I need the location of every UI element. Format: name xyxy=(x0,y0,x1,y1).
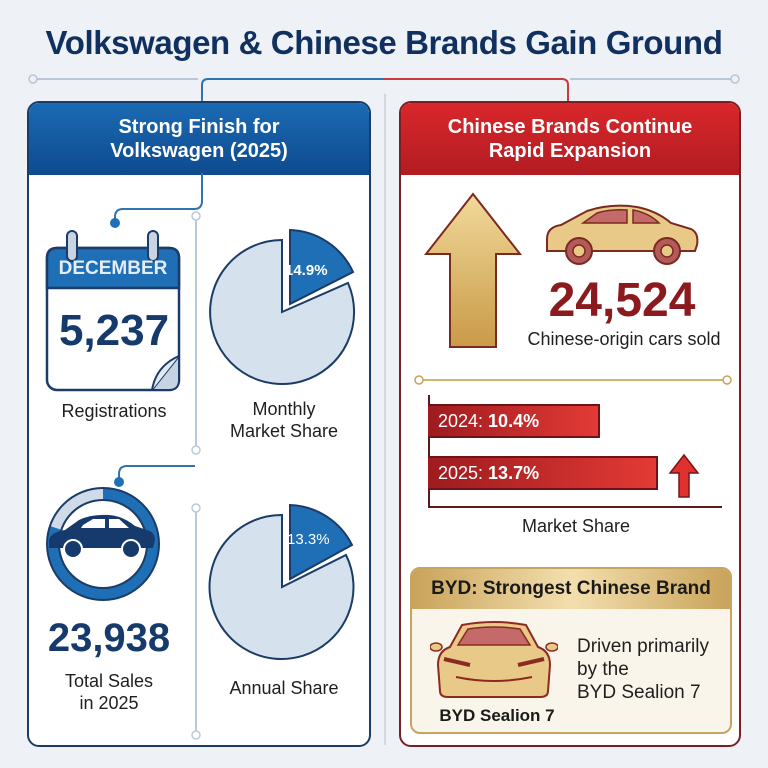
label-line: Total Sales xyxy=(64,671,154,691)
bar-2024: 2024: 10.4% xyxy=(428,404,600,438)
car-icon xyxy=(546,204,699,265)
monthly-share-label: Monthly Market Share xyxy=(199,399,369,442)
x-axis xyxy=(428,506,722,508)
chinese-cars-sold-value: 24,524 xyxy=(548,274,696,327)
calendar-icon xyxy=(45,230,181,392)
monthly-share-value: 14.9% xyxy=(285,262,328,279)
label-line: in 2025 xyxy=(79,692,139,713)
monthly-share-pie-icon xyxy=(209,228,356,385)
byd-car-front-icon xyxy=(430,621,558,698)
calendar-month: DECEMBER xyxy=(58,258,168,279)
bar-value: 13.7% xyxy=(488,462,540,483)
header-line-1: Strong Finish for xyxy=(118,116,280,138)
header-line-1: Chinese Brands Continue xyxy=(447,116,693,138)
bar-2025: 2025: 13.7% xyxy=(428,456,658,490)
annual-share-value: 13.3% xyxy=(287,531,330,548)
annual-share-pie-icon xyxy=(208,503,355,660)
total-sales-value: 23,938 xyxy=(47,616,171,660)
chinese-brands-panel: Chinese Brands Continue Rapid Expansion … xyxy=(399,101,741,747)
gold-divider xyxy=(414,375,732,385)
header-line-2: Volkswagen (2025) xyxy=(110,140,288,162)
market-share-bar-chart: 2024: 10.4% 2025: 13.7% xyxy=(428,395,724,515)
desc-line: by the xyxy=(577,658,629,680)
center-divider xyxy=(384,95,386,745)
bar-year: 2024: xyxy=(438,410,484,431)
volkswagen-panel-header: Strong Finish for Volkswagen (2025) xyxy=(29,103,369,175)
label-line: Monthly xyxy=(252,399,316,419)
header-line-2: Rapid Expansion xyxy=(488,140,652,162)
inner-connectors xyxy=(110,173,203,740)
chinese-brands-panel-header: Chinese Brands Continue Rapid Expansion xyxy=(401,103,739,175)
market-share-label: Market Share xyxy=(521,516,631,536)
registrations-value: 5,237 xyxy=(58,306,170,355)
registrations-label: Registrations xyxy=(61,401,167,421)
bar-year: 2025: xyxy=(438,462,484,483)
volkswagen-panel: Strong Finish for Volkswagen (2025) DECE… xyxy=(27,101,371,747)
up-arrow-icon xyxy=(423,192,523,348)
annual-share-label: Annual Share xyxy=(229,678,339,698)
bar-value: 10.4% xyxy=(488,410,540,431)
byd-description: Driven primarily by the BYD Sealion 7 xyxy=(577,636,709,704)
byd-header: BYD: Strongest Chinese Brand xyxy=(412,569,730,609)
desc-line: BYD Sealion 7 xyxy=(577,681,701,703)
total-sales-label: Total Sales in 2025 xyxy=(34,671,184,714)
up-arrow-icon xyxy=(668,453,700,498)
label-line: Market Share xyxy=(229,420,339,441)
desc-line: Driven primarily xyxy=(577,636,709,657)
page-title: Volkswagen & Chinese Brands Gain Ground xyxy=(45,24,723,61)
y-axis xyxy=(428,395,430,507)
byd-model-label: BYD Sealion 7 xyxy=(439,706,555,725)
car-icon xyxy=(46,487,160,601)
chinese-cars-sold-label: Chinese-origin cars sold xyxy=(527,329,721,349)
byd-box: BYD: Strongest Chinese Brand BYD Sealion… xyxy=(410,567,732,734)
